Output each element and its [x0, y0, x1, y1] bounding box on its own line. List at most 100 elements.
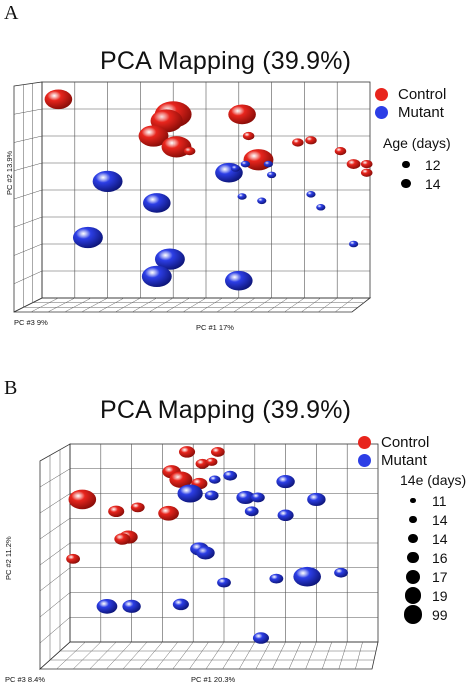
data-point-mutant — [306, 191, 316, 198]
data-point-mutant — [230, 165, 241, 172]
gridline-left-wall — [39, 617, 71, 644]
legend-a: Control Mutant — [375, 85, 446, 121]
chart-title-b: PCA Mapping (39.9%) — [100, 396, 352, 424]
size-legend-item: 12 — [393, 155, 451, 174]
gridline-floor — [73, 641, 101, 670]
data-point-control — [66, 553, 80, 564]
data-point-control — [158, 505, 179, 521]
panel-label-a: A — [4, 2, 19, 24]
data-points — [44, 89, 373, 291]
data-point-control — [360, 159, 373, 169]
size-legend-item: 14 — [400, 510, 466, 529]
data-point-control — [205, 457, 218, 466]
gridline-floor — [64, 297, 92, 313]
gridline-floor — [172, 641, 194, 670]
data-point-control — [334, 147, 347, 156]
data-point-mutant — [96, 598, 118, 614]
gridline-floor — [98, 297, 125, 313]
gridline-floor — [47, 297, 75, 313]
data-point-mutant — [267, 171, 277, 179]
data-point-control — [305, 136, 317, 145]
x-axis-label-b: PC #1 20.3% — [191, 675, 236, 684]
size-legend-label: 99 — [432, 606, 448, 623]
size-legend-label: 16 — [432, 549, 448, 566]
data-point-mutant — [72, 226, 103, 249]
gridline-floor — [205, 641, 225, 670]
size-legend-marker — [402, 160, 410, 169]
data-point-control — [68, 489, 97, 510]
legend-label-mutant: Mutant — [398, 103, 444, 121]
plot-a — [13, 81, 373, 313]
gridline-floor — [255, 641, 271, 670]
size-legend-label: 17 — [432, 568, 448, 585]
size-legend-label: 12 — [425, 156, 441, 173]
gridline-floor — [199, 297, 223, 313]
data-point-control — [114, 533, 131, 545]
y-axis-label-a: PC #2 13.9% — [5, 150, 14, 195]
gridline-left-wall — [39, 592, 71, 618]
size-legend-item: 11 — [400, 491, 466, 510]
floor — [13, 297, 372, 313]
gridline-floor — [305, 641, 317, 670]
data-point-mutant — [209, 475, 221, 484]
data-point-mutant — [334, 567, 348, 578]
chart-panel-b: B PCA Mapping (39.9%) Control Mutant 14e… — [0, 344, 474, 688]
data-point-control — [138, 125, 169, 147]
data-point-control — [228, 104, 256, 125]
gridline-floor — [288, 641, 302, 670]
data-point-control — [130, 502, 145, 513]
data-point-control — [242, 131, 255, 141]
gridline-floor — [272, 641, 286, 670]
gridline-floor — [81, 297, 108, 313]
legend-label-mutant: Mutant — [381, 451, 427, 469]
gridline-floor — [149, 297, 174, 313]
legend-swatch-mutant — [358, 453, 371, 467]
data-point-control — [161, 136, 192, 158]
data-point-control — [195, 458, 210, 469]
data-point-mutant — [244, 506, 259, 517]
size-legend-title-a: Age (days) — [383, 135, 451, 151]
size-legend-label: 19 — [432, 587, 448, 604]
gridline-floor — [334, 297, 354, 313]
data-point-mutant — [349, 240, 359, 248]
gridline-floor — [338, 641, 348, 670]
size-legend-label: 14 — [432, 530, 448, 547]
size-legend-marker — [409, 515, 417, 524]
panel-label-b: B — [4, 377, 18, 399]
data-point-mutant — [172, 598, 189, 611]
gridline-floor — [284, 297, 305, 313]
legend-item-mutant: Mutant — [358, 451, 429, 469]
legend-item-mutant: Mutant — [375, 103, 446, 121]
gridline-floor — [115, 297, 141, 313]
data-point-mutant — [154, 248, 185, 270]
data-point-control — [178, 446, 196, 458]
data-point-control — [360, 168, 373, 177]
gridline-left-wall — [39, 493, 71, 514]
data-points — [66, 446, 348, 644]
data-point-control — [169, 471, 193, 488]
data-point-mutant — [269, 573, 284, 584]
legend-label-control: Control — [381, 433, 430, 451]
gridline-floor — [56, 641, 86, 670]
size-legend-item: 16 — [400, 548, 466, 567]
gridline-floor — [139, 641, 163, 670]
chart-panel-a: A PCA Mapping (39.9%) Control Mutant Age… — [4, 2, 451, 332]
gridline-left-wall — [39, 518, 71, 540]
gridline-floor — [250, 297, 272, 313]
size-legend-marker — [401, 178, 411, 189]
data-point-control — [108, 505, 125, 518]
grid — [38, 443, 379, 670]
data-point-mutant — [252, 632, 270, 644]
gridline-floor — [30, 297, 59, 313]
data-point-control — [292, 138, 304, 147]
size-legend-marker — [404, 587, 422, 604]
data-point-mutant — [177, 484, 203, 503]
chart-title-a: PCA Mapping (39.9%) — [100, 47, 352, 75]
gridline-floor — [122, 641, 148, 670]
data-point-mutant — [236, 490, 255, 505]
legend-item-control: Control — [358, 433, 429, 451]
legend-swatch-control — [358, 435, 371, 449]
gridline-left-wall — [13, 135, 43, 143]
size-legend-a: Age (days) 12 14 — [383, 135, 451, 193]
gridline-floor — [189, 641, 209, 670]
